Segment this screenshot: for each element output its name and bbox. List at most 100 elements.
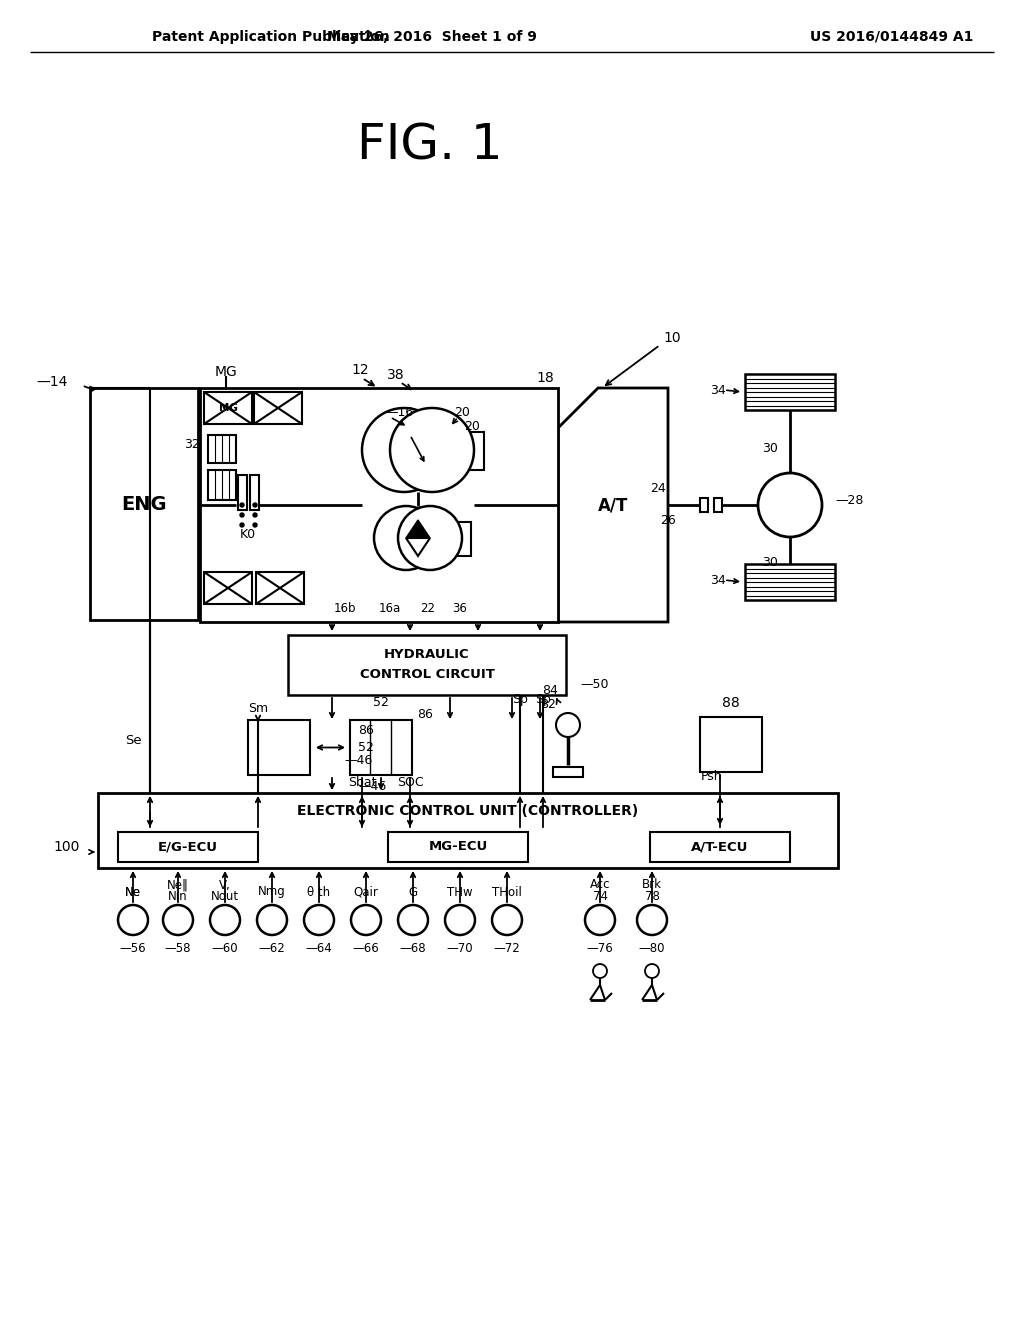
Text: THoil: THoil	[493, 886, 522, 899]
Circle shape	[398, 506, 462, 570]
Bar	[288, 635, 566, 696]
Circle shape	[362, 408, 446, 492]
Circle shape	[637, 906, 667, 935]
Text: 34: 34	[711, 384, 726, 396]
Text: 84: 84	[542, 684, 558, 697]
Text: Nin: Nin	[168, 891, 187, 903]
Text: —56: —56	[120, 942, 146, 956]
Bar	[650, 832, 790, 862]
Text: Sp: Sp	[536, 693, 551, 706]
Text: ENG: ENG	[121, 495, 167, 513]
Text: 36: 36	[453, 602, 467, 615]
Text: G: G	[409, 886, 418, 899]
Text: US 2016/0144849 A1: US 2016/0144849 A1	[810, 30, 974, 44]
Bar	[745, 374, 835, 411]
Circle shape	[304, 906, 334, 935]
Circle shape	[593, 964, 607, 978]
Text: 100: 100	[53, 840, 80, 854]
Text: 86: 86	[417, 709, 433, 722]
Text: 18: 18	[537, 371, 554, 385]
Circle shape	[253, 523, 257, 527]
Text: 74: 74	[593, 891, 607, 903]
Text: E/G-ECU: E/G-ECU	[158, 841, 218, 854]
Circle shape	[210, 906, 240, 935]
Text: 20: 20	[464, 421, 480, 433]
Text: 12: 12	[351, 363, 369, 378]
Bar	[700, 717, 762, 772]
Text: May 26, 2016  Sheet 1 of 9: May 26, 2016 Sheet 1 of 9	[327, 30, 537, 44]
Circle shape	[163, 906, 193, 935]
Text: MG: MG	[215, 366, 238, 379]
Text: Ne: Ne	[125, 886, 141, 899]
Text: Sp: Sp	[512, 693, 528, 706]
Text: Nmg: Nmg	[258, 886, 286, 899]
Text: 10: 10	[664, 331, 681, 345]
Text: —60: —60	[212, 942, 239, 956]
Text: Psh: Psh	[701, 771, 723, 784]
Circle shape	[645, 964, 659, 978]
Circle shape	[253, 503, 257, 507]
Text: MG: MG	[218, 403, 238, 413]
Bar	[118, 832, 258, 862]
Text: 32: 32	[184, 438, 200, 451]
Circle shape	[374, 506, 438, 570]
Bar	[254, 392, 302, 424]
Bar	[700, 498, 708, 512]
Bar	[238, 475, 247, 510]
Text: A/T-ECU: A/T-ECU	[691, 841, 749, 854]
Circle shape	[758, 473, 822, 537]
Text: HYDRAULIC: HYDRAULIC	[384, 648, 470, 661]
Text: —62: —62	[259, 942, 286, 956]
Bar	[248, 719, 310, 775]
Bar	[90, 388, 198, 620]
Text: THw: THw	[447, 886, 473, 899]
Text: SOC: SOC	[396, 776, 423, 788]
Text: 16a: 16a	[379, 602, 401, 615]
Circle shape	[240, 503, 244, 507]
Text: Ne: Ne	[125, 886, 141, 899]
Bar	[466, 432, 484, 470]
Circle shape	[390, 408, 474, 492]
Text: Sm: Sm	[248, 701, 268, 714]
Circle shape	[240, 513, 244, 517]
Circle shape	[585, 906, 615, 935]
Text: Nout: Nout	[211, 891, 239, 903]
Text: —72: —72	[494, 942, 520, 956]
Circle shape	[492, 906, 522, 935]
Text: 38: 38	[387, 368, 404, 381]
Text: CONTROL CIRCUIT: CONTROL CIRCUIT	[359, 668, 495, 681]
Circle shape	[398, 906, 428, 935]
Text: 86: 86	[358, 723, 374, 737]
Text: —50: —50	[580, 678, 608, 692]
Text: 24: 24	[650, 482, 666, 495]
Bar	[208, 470, 236, 500]
Text: Acc: Acc	[590, 879, 610, 891]
Bar	[745, 564, 835, 601]
Text: —66: —66	[352, 942, 379, 956]
Text: 82: 82	[540, 698, 556, 711]
Text: Sbat: Sbat	[348, 776, 376, 788]
Text: A/T: A/T	[598, 496, 628, 513]
Text: Brk: Brk	[642, 879, 662, 891]
Text: 88: 88	[722, 696, 740, 710]
Text: V,: V,	[219, 879, 230, 891]
Text: MG-ECU: MG-ECU	[428, 841, 487, 854]
Text: ELECTRONIC CONTROL UNIT (CONTROLLER): ELECTRONIC CONTROL UNIT (CONTROLLER)	[297, 804, 639, 818]
Text: 22: 22	[421, 602, 435, 615]
Text: —80: —80	[639, 942, 666, 956]
Text: —70: —70	[446, 942, 473, 956]
Text: —58: —58	[165, 942, 191, 956]
Circle shape	[445, 906, 475, 935]
Text: —64: —64	[305, 942, 333, 956]
Text: Qair: Qair	[353, 886, 379, 899]
Text: Patent Application Publication: Patent Application Publication	[152, 30, 390, 44]
Circle shape	[253, 513, 257, 517]
Text: 78: 78	[644, 891, 659, 903]
Circle shape	[240, 523, 244, 527]
Text: —68: —68	[399, 942, 426, 956]
Bar	[350, 719, 412, 775]
Text: 52: 52	[373, 696, 389, 709]
Text: —76: —76	[587, 942, 613, 956]
Bar	[388, 832, 528, 862]
Text: —46: —46	[344, 755, 373, 767]
